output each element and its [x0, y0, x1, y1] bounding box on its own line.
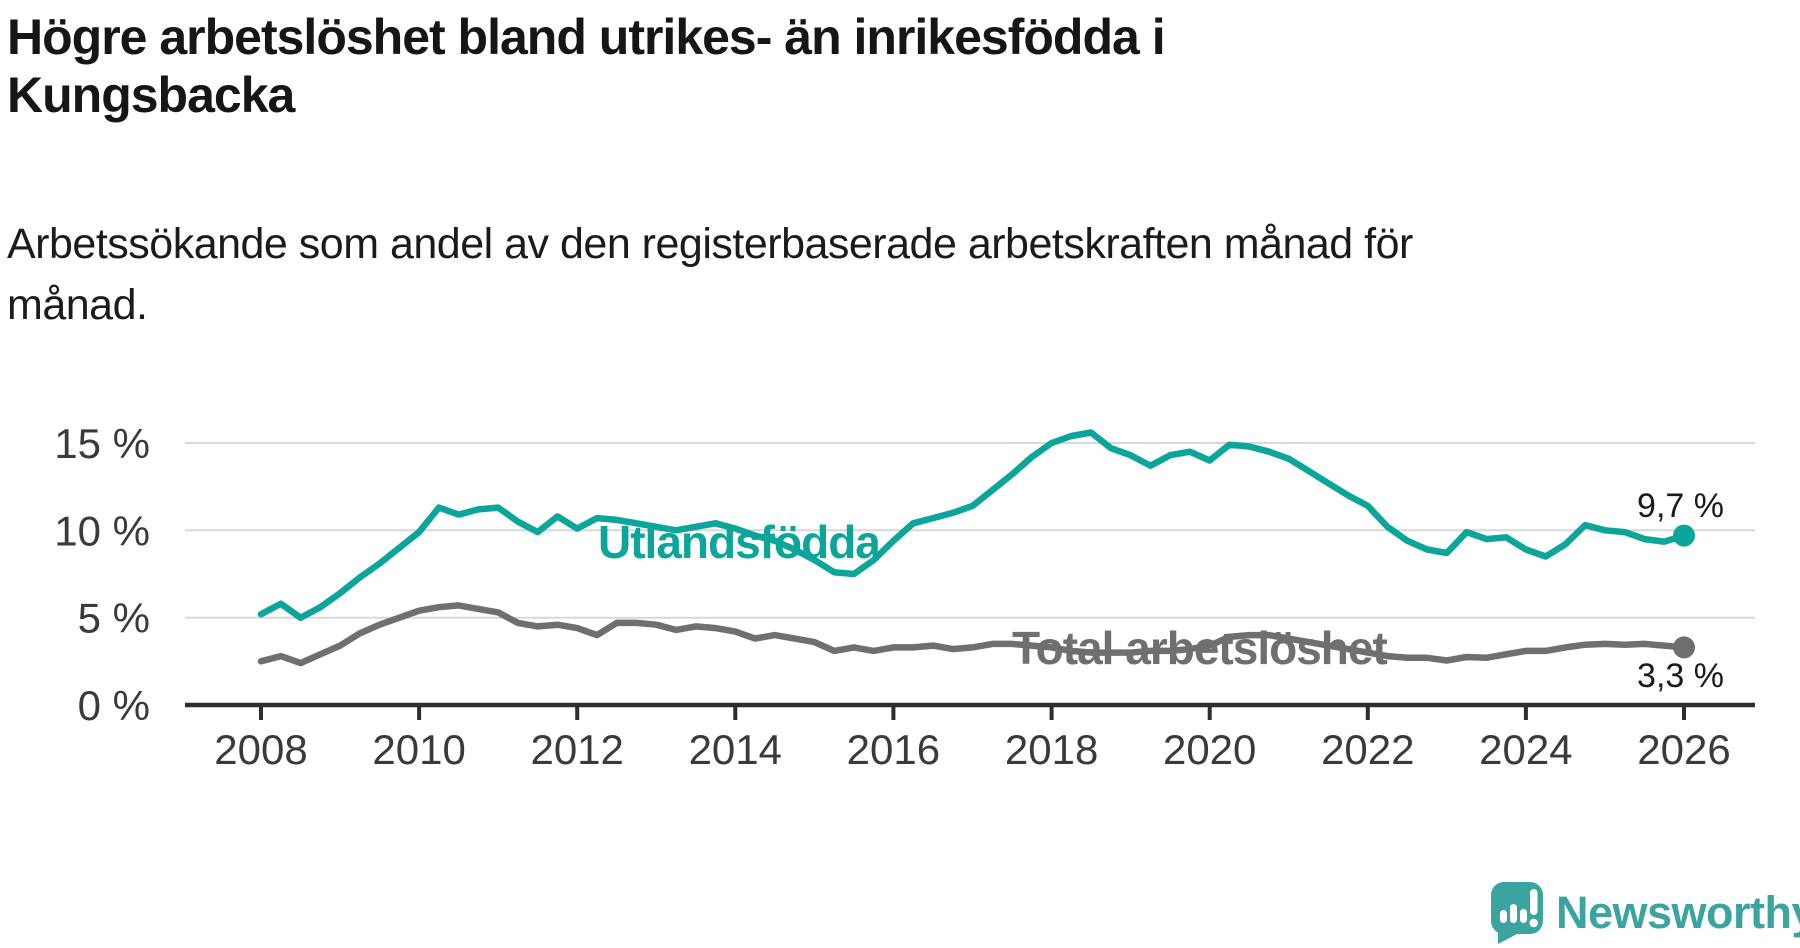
- series-label-utlandsfodda: Utlandsfödda: [598, 516, 881, 568]
- x-tick-label-2022: 2022: [1321, 726, 1414, 773]
- logo-exclamation-bar: [1530, 889, 1538, 915]
- x-tick-label-2026: 2026: [1637, 726, 1730, 773]
- value-label-total: 3,3 %: [1637, 657, 1724, 695]
- x-tick-label-2008: 2008: [214, 726, 307, 773]
- chart-subtitle-line-1: Arbetssökande som andel av den registerb…: [7, 220, 1413, 268]
- value-label-foreign-born: 9,7 %: [1637, 487, 1724, 525]
- chart-subtitle-line-2: månad.: [7, 281, 148, 329]
- y-axis-labels: 0 % 5 % 10 % 15 %: [54, 420, 150, 729]
- y-tick-label-5: 5 %: [78, 595, 150, 642]
- y-tick-label-15: 15 %: [54, 420, 150, 467]
- gridlines: [185, 442, 1755, 619]
- chart-title-line-2: Kungsbacka: [7, 67, 295, 123]
- newsworthy-logo-icon: [1491, 882, 1543, 944]
- x-tick-label-2012: 2012: [530, 726, 623, 773]
- logo-exclamation-dot: [1529, 918, 1538, 928]
- x-tick-label-2020: 2020: [1163, 726, 1256, 773]
- foreign-born-end-dot: [1673, 524, 1695, 547]
- logo-bar-2: [1510, 904, 1517, 923]
- total-unemployment-line: [257, 602, 1688, 667]
- x-tick-label-2014: 2014: [689, 726, 782, 773]
- y-tick-label-0: 0 %: [78, 682, 150, 729]
- y-tick-label-10: 10 %: [54, 507, 150, 554]
- x-tick-label-2010: 2010: [372, 726, 465, 773]
- x-axis-labels: 2008 2010 2012 2014 2016 2018 2020 2022 2024 2026: [214, 726, 1730, 773]
- chart-subtitle: Arbetssökande som andel av den registerb…: [7, 214, 1727, 336]
- newsworthy-logo[interactable]: Newsworthy: [1490, 880, 1800, 946]
- foreign-born-line: [257, 429, 1688, 621]
- logo-bar-1: [1500, 910, 1507, 923]
- x-tick-label-2016: 2016: [847, 726, 940, 773]
- newsworthy-logo-text: Newsworthy: [1556, 887, 1800, 938]
- axis-ticks: [259, 705, 1686, 720]
- series-label-total-arbetsloshet: Total arbetslöshet: [1012, 622, 1387, 674]
- x-tick-label-2018: 2018: [1005, 726, 1098, 773]
- logo-bar-3: [1520, 909, 1527, 923]
- chart-title: Högre arbetslöshet bland utrikes- än inr…: [7, 8, 1707, 124]
- total-end-dot: [1673, 636, 1695, 659]
- chart-title-line-1: Högre arbetslöshet bland utrikes- än inr…: [7, 9, 1166, 65]
- x-tick-label-2024: 2024: [1479, 726, 1572, 773]
